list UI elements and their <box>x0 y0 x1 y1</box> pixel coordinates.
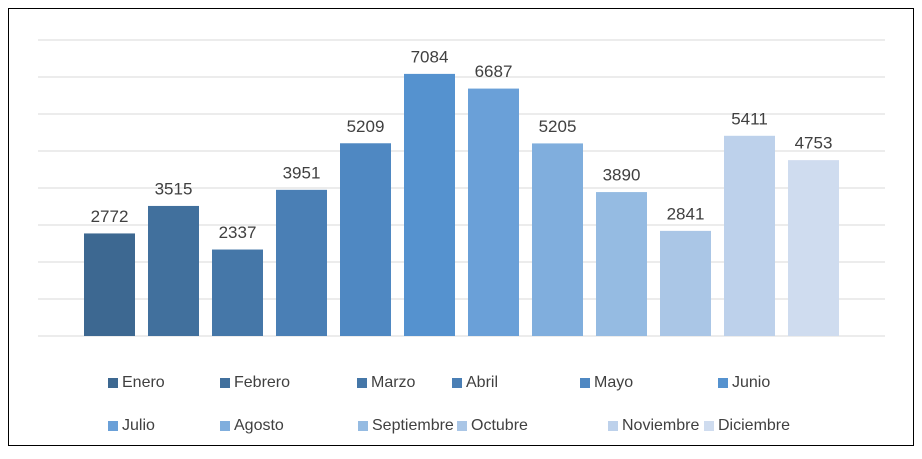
legend-label: Abril <box>466 374 498 391</box>
legend-label: Julio <box>122 417 155 434</box>
bar <box>404 73 455 336</box>
data-label: 3951 <box>283 163 321 182</box>
data-label: 2337 <box>219 223 257 242</box>
legend-label: Marzo <box>371 374 416 391</box>
legend-label: Noviembre <box>622 417 699 434</box>
bar <box>468 88 519 337</box>
bar <box>276 189 327 336</box>
legend-label: Junio <box>732 374 770 391</box>
legend-label: Febrero <box>234 374 290 391</box>
data-label: 3890 <box>603 166 641 185</box>
legend-swatch <box>220 421 230 431</box>
legend-swatch <box>457 421 467 431</box>
legend-label: Enero <box>122 374 165 391</box>
bar <box>596 192 647 336</box>
data-label: 2841 <box>667 204 705 223</box>
legend-swatch <box>358 421 368 431</box>
legend-swatch <box>108 378 118 388</box>
legend-label: Septiembre <box>372 417 454 434</box>
legend-swatch <box>718 378 728 388</box>
legend-swatch <box>580 378 590 388</box>
bar <box>212 249 263 336</box>
data-label: 5411 <box>731 109 768 128</box>
legend-swatch <box>452 378 462 388</box>
data-label: 6687 <box>475 62 513 81</box>
data-label: 5205 <box>539 117 577 136</box>
legend-swatch <box>108 421 118 431</box>
legend-swatch <box>608 421 618 431</box>
bar <box>660 230 711 336</box>
legend-swatch <box>220 378 230 388</box>
legend-label: Diciembre <box>718 417 790 434</box>
data-label: 2772 <box>91 207 129 226</box>
legend-label: Octubre <box>471 417 528 434</box>
legend-label: Mayo <box>594 374 633 391</box>
legend-label: Agosto <box>234 417 284 434</box>
bar <box>84 233 135 336</box>
bar <box>724 135 775 336</box>
data-label: 3515 <box>155 179 193 198</box>
data-label: 7084 <box>411 47 449 66</box>
data-label: 4753 <box>795 134 833 153</box>
bar <box>532 143 583 336</box>
legend-swatch <box>357 378 367 388</box>
data-label: 5209 <box>347 117 385 136</box>
bar <box>148 205 199 336</box>
bar <box>340 143 391 336</box>
bar <box>788 160 839 336</box>
legend-swatch <box>704 421 714 431</box>
